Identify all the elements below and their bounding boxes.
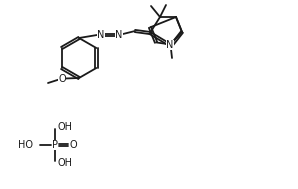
Text: O: O bbox=[58, 74, 66, 84]
Text: N: N bbox=[115, 30, 123, 40]
Text: N: N bbox=[166, 40, 174, 50]
Text: HO: HO bbox=[18, 140, 33, 150]
Text: O: O bbox=[69, 140, 77, 150]
Text: OH: OH bbox=[57, 122, 72, 132]
Text: N: N bbox=[97, 30, 105, 40]
Text: P: P bbox=[52, 140, 58, 150]
Text: OH: OH bbox=[57, 158, 72, 168]
